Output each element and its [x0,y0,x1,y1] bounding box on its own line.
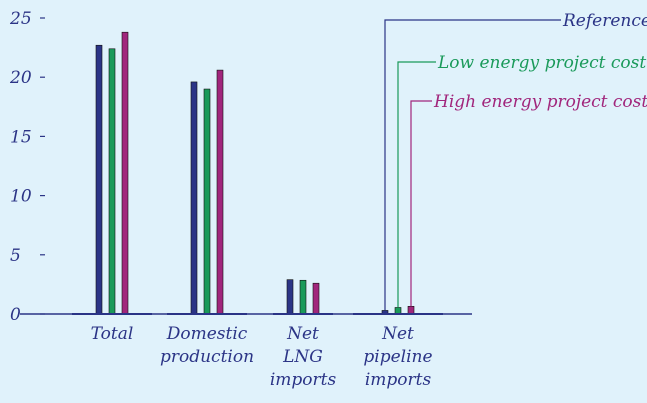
bar [407,306,415,315]
category-label: imports [365,370,432,390]
bar [299,279,307,315]
legend-leader-line [397,61,436,308]
y-tick-label: 25 [9,9,32,29]
category-label: LNG [282,347,323,367]
category-label: Net [286,324,319,344]
legend-leader-line [410,100,432,307]
legend-label: Reference [562,11,647,31]
bar [216,69,224,315]
bar [203,88,211,315]
legend-leader-line [384,19,561,311]
category-labels: Total Domestic production Net LNG imports Net p… [91,324,433,390]
category-label: Total [91,324,134,344]
y-tick-label: 20 [9,68,32,88]
bar [286,279,294,315]
y-tick-label: 0 [10,305,21,325]
legend-label: Low energy project cost [437,53,646,73]
bar [108,48,116,315]
category-label: pipeline [363,347,432,367]
category-label: imports [270,370,337,390]
category-label: Domestic [166,324,248,344]
legend-label: High energy project cost [433,92,647,112]
y-tick-label: 5 [10,246,21,266]
y-axis: 0 5 10 15 20 25 [9,9,45,325]
bar [312,282,320,315]
category-label: production [160,347,254,367]
bar [95,44,103,315]
y-tick-label: 15 [10,127,32,147]
legend: Reference Low energy project cost High ene… [384,11,647,311]
bars [95,31,415,315]
bar [190,81,198,315]
bar [121,31,129,315]
y-tick-label: 10 [10,187,32,207]
category-label: Net [381,324,414,344]
